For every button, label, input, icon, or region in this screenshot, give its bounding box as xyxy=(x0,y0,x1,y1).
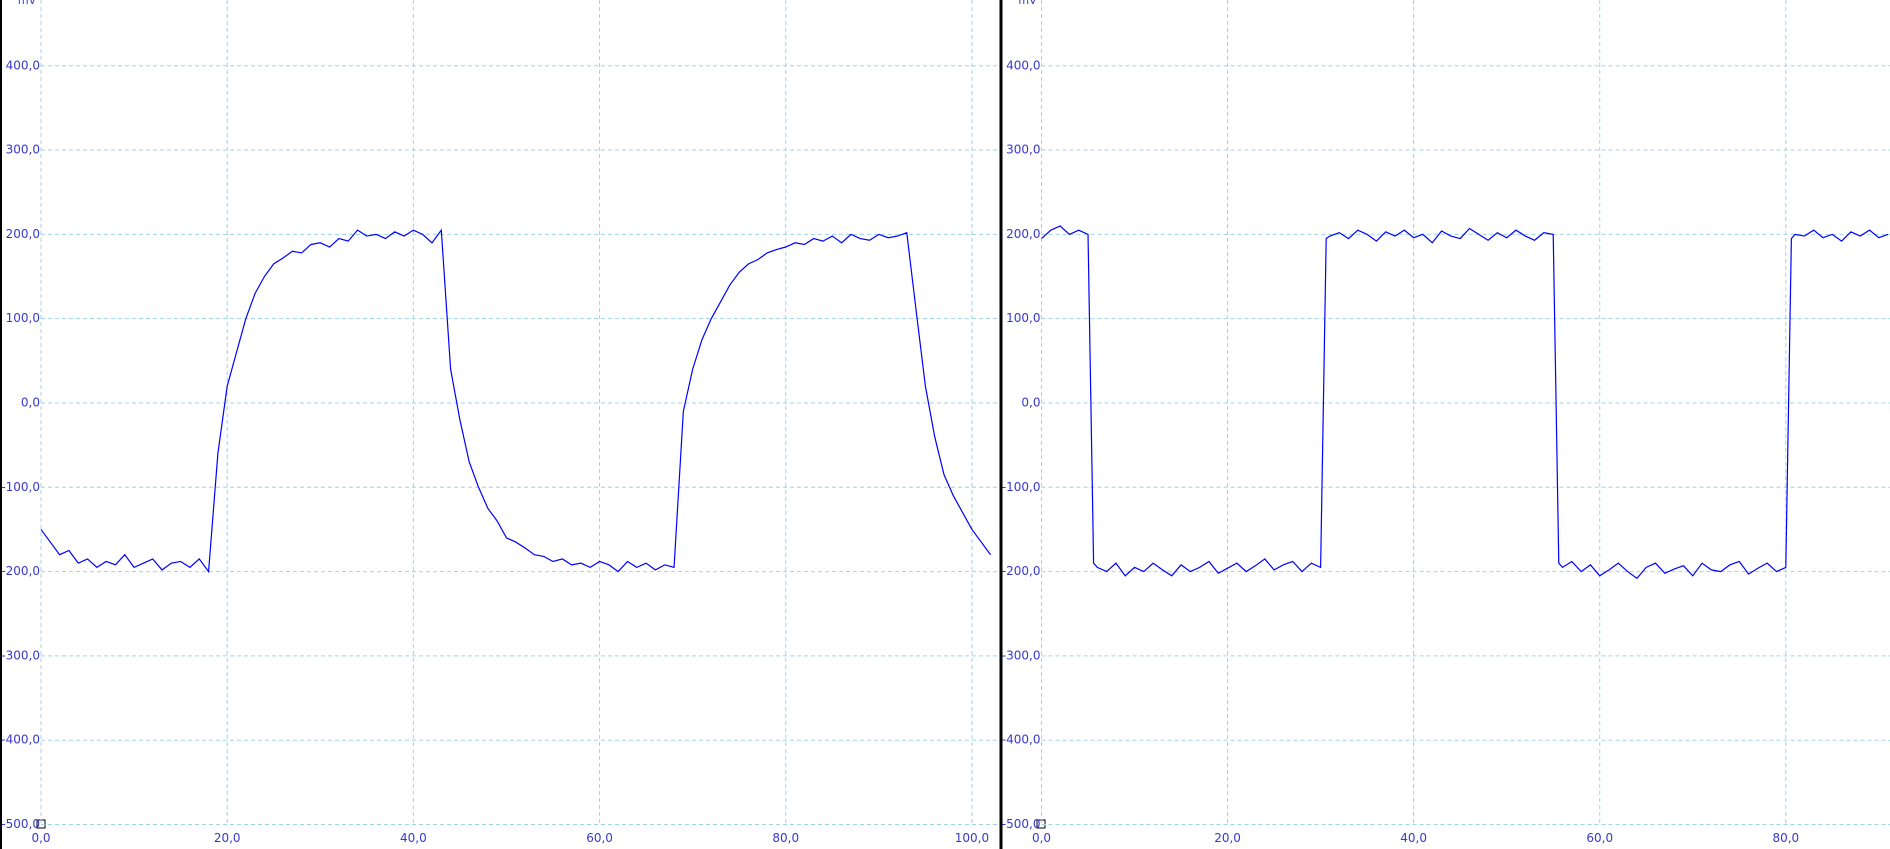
x-tick-label: 100,0 xyxy=(955,831,989,845)
y-tick-label: 100,0 xyxy=(6,311,40,325)
y-tick-label: -500,0 xyxy=(1,817,40,831)
y-tick-label: -400,0 xyxy=(1,733,40,747)
y-tick-label: 300,0 xyxy=(1006,143,1040,157)
y-tick-label: -100,0 xyxy=(1,480,40,494)
y-tick-label: 0,0 xyxy=(21,395,40,409)
y-axis-unit: mV xyxy=(1018,0,1037,7)
y-tick-label: 100,0 xyxy=(1006,311,1040,325)
y-tick-label: 200,0 xyxy=(1006,227,1040,241)
y-tick-label: -500,0 xyxy=(1002,817,1041,831)
x-tick-label: 40,0 xyxy=(1400,831,1427,845)
y-tick-label: -100,0 xyxy=(1002,480,1041,494)
y-tick-label: -200,0 xyxy=(1002,564,1041,578)
x-tick-label: 20,0 xyxy=(214,831,241,845)
y-tick-label: 400,0 xyxy=(6,58,40,72)
y-axis-unit: mV xyxy=(18,0,37,7)
signal-trace xyxy=(40,228,992,574)
y-tick-label: -200,0 xyxy=(1,564,40,578)
x-tick-label: 0,0 xyxy=(1032,831,1051,845)
y-tick-label: 300,0 xyxy=(6,143,40,157)
y-tick-label: 400,0 xyxy=(1006,58,1040,72)
x-tick-label: 60,0 xyxy=(586,831,613,845)
plot xyxy=(1041,0,1890,825)
x-tick-label: 80,0 xyxy=(1772,831,1799,845)
y-tick-label: 200,0 xyxy=(6,227,40,241)
y-tick-label: -400,0 xyxy=(1002,733,1041,747)
plot xyxy=(40,0,998,825)
y-tick-label: -300,0 xyxy=(1002,648,1041,662)
x-tick-label: 40,0 xyxy=(400,831,427,845)
x-tick-label: 20,0 xyxy=(1214,831,1241,845)
signal-trace xyxy=(1041,225,1889,580)
y-tick-label: 0,0 xyxy=(1021,395,1040,409)
x-tick-label: 60,0 xyxy=(1586,831,1613,845)
x-tick-label: 80,0 xyxy=(772,831,799,845)
y-tick-label: -300,0 xyxy=(1,648,40,662)
x-tick-label: 0,0 xyxy=(31,831,50,845)
